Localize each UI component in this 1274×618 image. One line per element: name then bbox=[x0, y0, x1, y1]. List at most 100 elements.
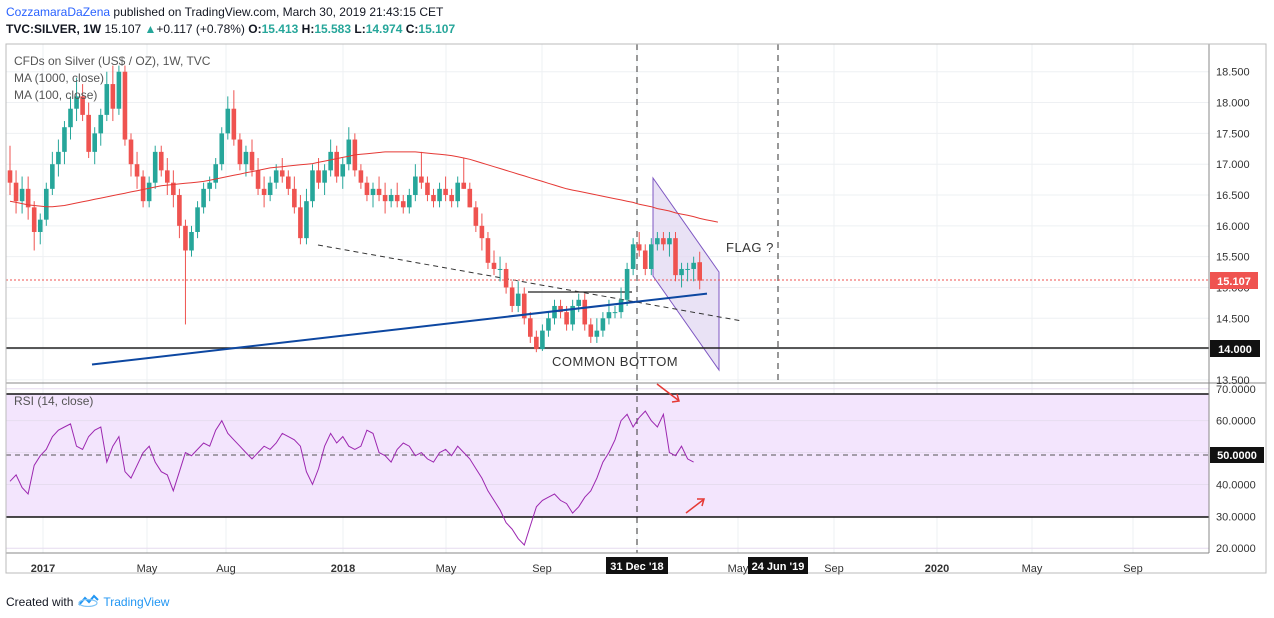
candle[interactable] bbox=[642, 244, 648, 276]
candle[interactable] bbox=[515, 281, 521, 313]
candle[interactable] bbox=[104, 71, 110, 122]
candle[interactable] bbox=[612, 305, 618, 319]
candle[interactable] bbox=[304, 188, 309, 245]
candle[interactable] bbox=[328, 139, 333, 177]
candle[interactable] bbox=[213, 158, 218, 189]
candle[interactable] bbox=[382, 182, 388, 214]
candle[interactable] bbox=[140, 170, 146, 208]
candle[interactable] bbox=[165, 158, 170, 196]
candle[interactable] bbox=[661, 231, 666, 251]
candle[interactable] bbox=[255, 158, 261, 196]
candle[interactable] bbox=[177, 188, 182, 239]
candle[interactable] bbox=[44, 182, 49, 226]
ma1000-legend[interactable]: MA (1000, close) bbox=[14, 71, 104, 85]
ma1000-line[interactable] bbox=[91, 292, 708, 366]
candle[interactable] bbox=[31, 201, 37, 251]
candle[interactable] bbox=[279, 158, 285, 183]
candle[interactable] bbox=[461, 158, 467, 189]
candle[interactable] bbox=[606, 299, 612, 325]
candle[interactable] bbox=[588, 318, 594, 343]
candle[interactable] bbox=[667, 231, 672, 257]
time-axis[interactable]: 2017 May Aug 2018 May Sep May Sep 2020 May Sep bbox=[31, 563, 1143, 575]
candle[interactable] bbox=[394, 182, 400, 208]
candle[interactable] bbox=[594, 318, 600, 343]
candle[interactable] bbox=[152, 145, 158, 189]
candle[interactable] bbox=[449, 188, 454, 208]
candle[interactable] bbox=[431, 188, 436, 208]
candle[interactable] bbox=[655, 231, 660, 251]
candle[interactable] bbox=[322, 164, 327, 196]
candle[interactable] bbox=[521, 287, 527, 325]
candle[interactable] bbox=[479, 213, 485, 251]
rsi-axis[interactable]: 20.0000 30.0000 40.0000 50.0000 60.0000 70.00… bbox=[1216, 384, 1256, 555]
candle[interactable] bbox=[195, 201, 200, 239]
candle[interactable] bbox=[37, 213, 43, 245]
candle[interactable] bbox=[497, 256, 503, 282]
candle[interactable] bbox=[503, 262, 509, 294]
candle[interactable] bbox=[261, 176, 267, 208]
candle[interactable] bbox=[158, 145, 164, 177]
candle[interactable] bbox=[13, 170, 19, 214]
candle[interactable] bbox=[600, 312, 606, 337]
candle[interactable] bbox=[56, 139, 61, 177]
candle[interactable] bbox=[237, 133, 243, 171]
candle[interactable] bbox=[558, 299, 563, 319]
candle[interactable] bbox=[50, 151, 55, 196]
candle[interactable] bbox=[455, 176, 460, 208]
ma100-legend[interactable]: MA (100, close) bbox=[14, 88, 97, 102]
candle[interactable] bbox=[86, 102, 91, 159]
price-pane[interactable] bbox=[6, 44, 1209, 383]
candle[interactable] bbox=[485, 231, 491, 269]
candle[interactable] bbox=[225, 96, 231, 140]
candle[interactable] bbox=[388, 188, 394, 208]
candle[interactable] bbox=[528, 312, 533, 343]
candle[interactable] bbox=[19, 176, 25, 214]
candle[interactable] bbox=[443, 176, 448, 202]
candle[interactable] bbox=[98, 108, 104, 146]
author-link[interactable]: CozzamaraDaZena bbox=[6, 5, 111, 19]
candle[interactable] bbox=[376, 176, 382, 202]
candle[interactable] bbox=[467, 182, 473, 208]
rsi-legend[interactable]: RSI (14, close) bbox=[14, 394, 93, 408]
candle[interactable] bbox=[273, 164, 279, 189]
candle[interactable] bbox=[691, 256, 696, 282]
candle[interactable] bbox=[679, 262, 684, 288]
candle[interactable] bbox=[413, 164, 418, 202]
candle[interactable] bbox=[570, 299, 575, 331]
tradingview-link[interactable]: TradingView bbox=[103, 594, 170, 609]
candle[interactable] bbox=[419, 151, 424, 189]
candle[interactable] bbox=[62, 121, 67, 165]
candle[interactable] bbox=[540, 324, 545, 351]
candle[interactable] bbox=[546, 312, 551, 337]
candle[interactable] bbox=[491, 250, 497, 276]
candle[interactable] bbox=[68, 96, 73, 140]
candle[interactable] bbox=[649, 238, 654, 276]
candle[interactable] bbox=[292, 176, 297, 214]
candle[interactable] bbox=[7, 145, 13, 196]
price-axis[interactable]: 13.50014.00014.50015.00015.50016.00016.5… bbox=[1216, 67, 1250, 387]
candle[interactable] bbox=[110, 65, 116, 122]
candle[interactable] bbox=[370, 182, 376, 208]
candle[interactable] bbox=[400, 195, 406, 214]
candle[interactable] bbox=[346, 127, 352, 171]
flag-channel[interactable] bbox=[652, 176, 720, 372]
candle[interactable] bbox=[364, 176, 370, 202]
candle[interactable] bbox=[582, 293, 588, 331]
candle[interactable] bbox=[636, 231, 642, 257]
candle[interactable] bbox=[298, 195, 303, 245]
candle[interactable] bbox=[534, 330, 539, 353]
candlestick-series[interactable] bbox=[7, 65, 702, 353]
rsi-line[interactable] bbox=[9, 410, 694, 546]
candle[interactable] bbox=[74, 77, 79, 122]
candle[interactable] bbox=[134, 151, 140, 189]
candle[interactable] bbox=[171, 170, 176, 208]
candle[interactable] bbox=[685, 262, 690, 282]
candle[interactable] bbox=[92, 127, 97, 165]
candle[interactable] bbox=[122, 65, 128, 146]
candle[interactable] bbox=[201, 182, 206, 214]
candle[interactable] bbox=[473, 201, 479, 232]
candle[interactable] bbox=[630, 238, 636, 276]
candle[interactable] bbox=[189, 225, 194, 257]
candle[interactable] bbox=[231, 90, 237, 146]
